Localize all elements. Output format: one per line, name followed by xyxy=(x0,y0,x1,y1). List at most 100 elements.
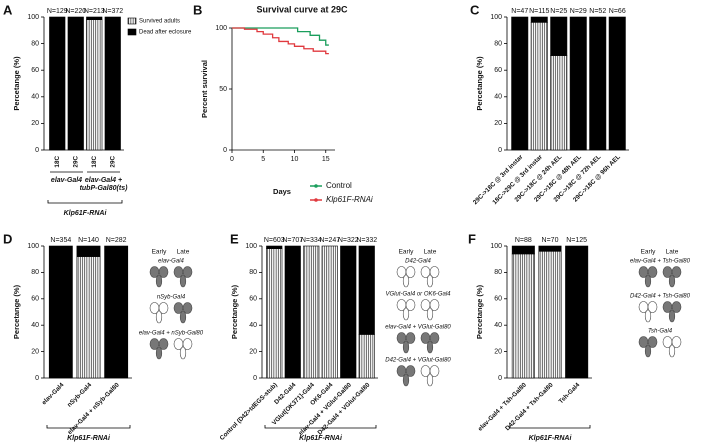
bar-segment xyxy=(303,245,320,379)
brain-lobe xyxy=(182,338,193,350)
y-tick-label: 80 xyxy=(31,40,39,47)
bar-segment xyxy=(550,16,568,56)
group-label: elav-Gal4 + xyxy=(85,177,122,184)
y-tick-label: 20 xyxy=(249,348,257,355)
footer-bracket xyxy=(46,425,131,429)
ventral-nerve-cord xyxy=(155,346,163,360)
group-label: elav-Gal4 xyxy=(51,177,82,184)
n-label: N=29 xyxy=(570,8,587,15)
bar-segment xyxy=(550,55,568,151)
ventral-nerve-cord xyxy=(426,373,434,387)
n-label: N=334 xyxy=(301,237,322,244)
y-tick-label: 100 xyxy=(215,25,227,32)
y-tick-label: 20 xyxy=(494,348,502,355)
y-tick-label: 80 xyxy=(494,269,502,276)
brain-lobe xyxy=(647,301,658,313)
brain-lobe xyxy=(158,302,169,314)
legend-label: Survived adults xyxy=(139,19,180,25)
x-tick-label: Control (D42>tdEGS-stub) xyxy=(219,382,279,442)
bar-segment xyxy=(358,245,375,335)
diagram-label: nSyb-Gal4 xyxy=(157,295,186,301)
brain-lobe xyxy=(182,266,193,278)
n-label: N=372 xyxy=(102,8,123,15)
ventral-nerve-cord xyxy=(426,307,434,321)
n-label: N=247 xyxy=(319,237,340,244)
y-tick-label: 0 xyxy=(35,375,39,382)
x-tick-label: Tsh-Gal4 xyxy=(558,381,582,405)
y-tick-label: 100 xyxy=(27,243,39,250)
y-tick-label: 0 xyxy=(253,375,257,382)
bar-segment xyxy=(76,245,101,257)
diagram-label: elav-Gal4 xyxy=(158,259,184,265)
y-axis-label: Percetange (%) xyxy=(230,284,239,339)
survival-line xyxy=(232,27,329,46)
n-label: N=88 xyxy=(515,237,532,244)
x-tick-label: 5 xyxy=(261,156,265,163)
y-tick-label: 0 xyxy=(498,375,502,382)
footer-bracket xyxy=(264,425,377,429)
n-label: N=213 xyxy=(84,8,105,15)
x-tick-label: 29C xyxy=(109,156,116,168)
n-label: N=66 xyxy=(609,8,626,15)
brain-lobe xyxy=(158,338,169,350)
bar-segment xyxy=(49,16,66,151)
n-label: N=125 xyxy=(566,237,587,244)
diagram-header: Late xyxy=(177,249,190,256)
ventral-nerve-cord xyxy=(179,274,187,288)
n-label: N=332 xyxy=(356,237,377,244)
diagram-label: elav-Gal4 + Tsh-Gal80 xyxy=(630,259,691,265)
x-tick-label: 15 xyxy=(322,156,330,163)
ventral-nerve-cord xyxy=(402,373,410,387)
diagram-label: elav-Gal4 + VGlut-Gal80 xyxy=(385,325,451,331)
panel-label: E xyxy=(230,231,239,246)
brain-lobe xyxy=(405,332,416,344)
y-axis-label: Percent survival xyxy=(200,60,209,118)
bar-segment xyxy=(86,16,103,20)
ventral-nerve-cord xyxy=(668,274,676,288)
group-label: tubP-Gal80(ts) xyxy=(80,185,129,192)
ventral-nerve-cord xyxy=(179,346,187,360)
bar-segment xyxy=(104,16,121,151)
brain-lobe xyxy=(671,301,682,313)
y-tick-label: 80 xyxy=(494,40,502,47)
ventral-nerve-cord xyxy=(644,344,652,358)
diagram-header: Early xyxy=(152,249,168,256)
brain-lobe xyxy=(429,332,440,344)
brain-lobe xyxy=(429,299,440,311)
bar-segment xyxy=(589,16,607,151)
y-tick-label: 60 xyxy=(494,296,502,303)
y-tick-label: 40 xyxy=(31,94,39,101)
n-label: N=47 xyxy=(511,8,528,15)
brain-lobe xyxy=(647,336,658,348)
bar-segment xyxy=(266,245,283,249)
y-tick-label: 50 xyxy=(219,86,227,93)
brain-lobe xyxy=(429,266,440,278)
bar-segment xyxy=(530,22,548,151)
legend-marker xyxy=(314,184,318,188)
ventral-nerve-cord xyxy=(179,310,187,324)
panel-label: A xyxy=(3,2,13,17)
ventral-nerve-cord xyxy=(426,274,434,288)
ventral-nerve-cord xyxy=(426,340,434,354)
legend-label: Klp61F-RNAi xyxy=(326,195,373,204)
bar-segment xyxy=(358,334,375,379)
ventral-nerve-cord xyxy=(402,340,410,354)
diagram-header: Late xyxy=(666,249,679,256)
footer-label: Klp61F-RNAi xyxy=(64,210,108,217)
bar-segment xyxy=(538,250,562,379)
footer-bracket xyxy=(47,200,123,204)
x-tick-label: 18C xyxy=(91,156,98,168)
x-tick-label: nSyb-Gal4 xyxy=(66,381,93,408)
y-tick-label: 40 xyxy=(494,322,502,329)
legend-label: Dead after eclosure xyxy=(139,30,192,36)
chart-title: Survival curve at 29C xyxy=(256,4,348,14)
bar-segment xyxy=(608,16,626,151)
x-tick-label: 29C xyxy=(72,156,79,168)
footer-label: Klp61F-RNAi xyxy=(529,435,573,442)
x-tick-label: 18C xyxy=(54,156,61,168)
diagram-label: D42-Gal4 + VGlut-Gal80 xyxy=(385,358,451,364)
y-tick-label: 40 xyxy=(31,322,39,329)
ventral-nerve-cord xyxy=(644,274,652,288)
brain-lobe xyxy=(405,365,416,377)
legend-swatch xyxy=(127,28,137,36)
